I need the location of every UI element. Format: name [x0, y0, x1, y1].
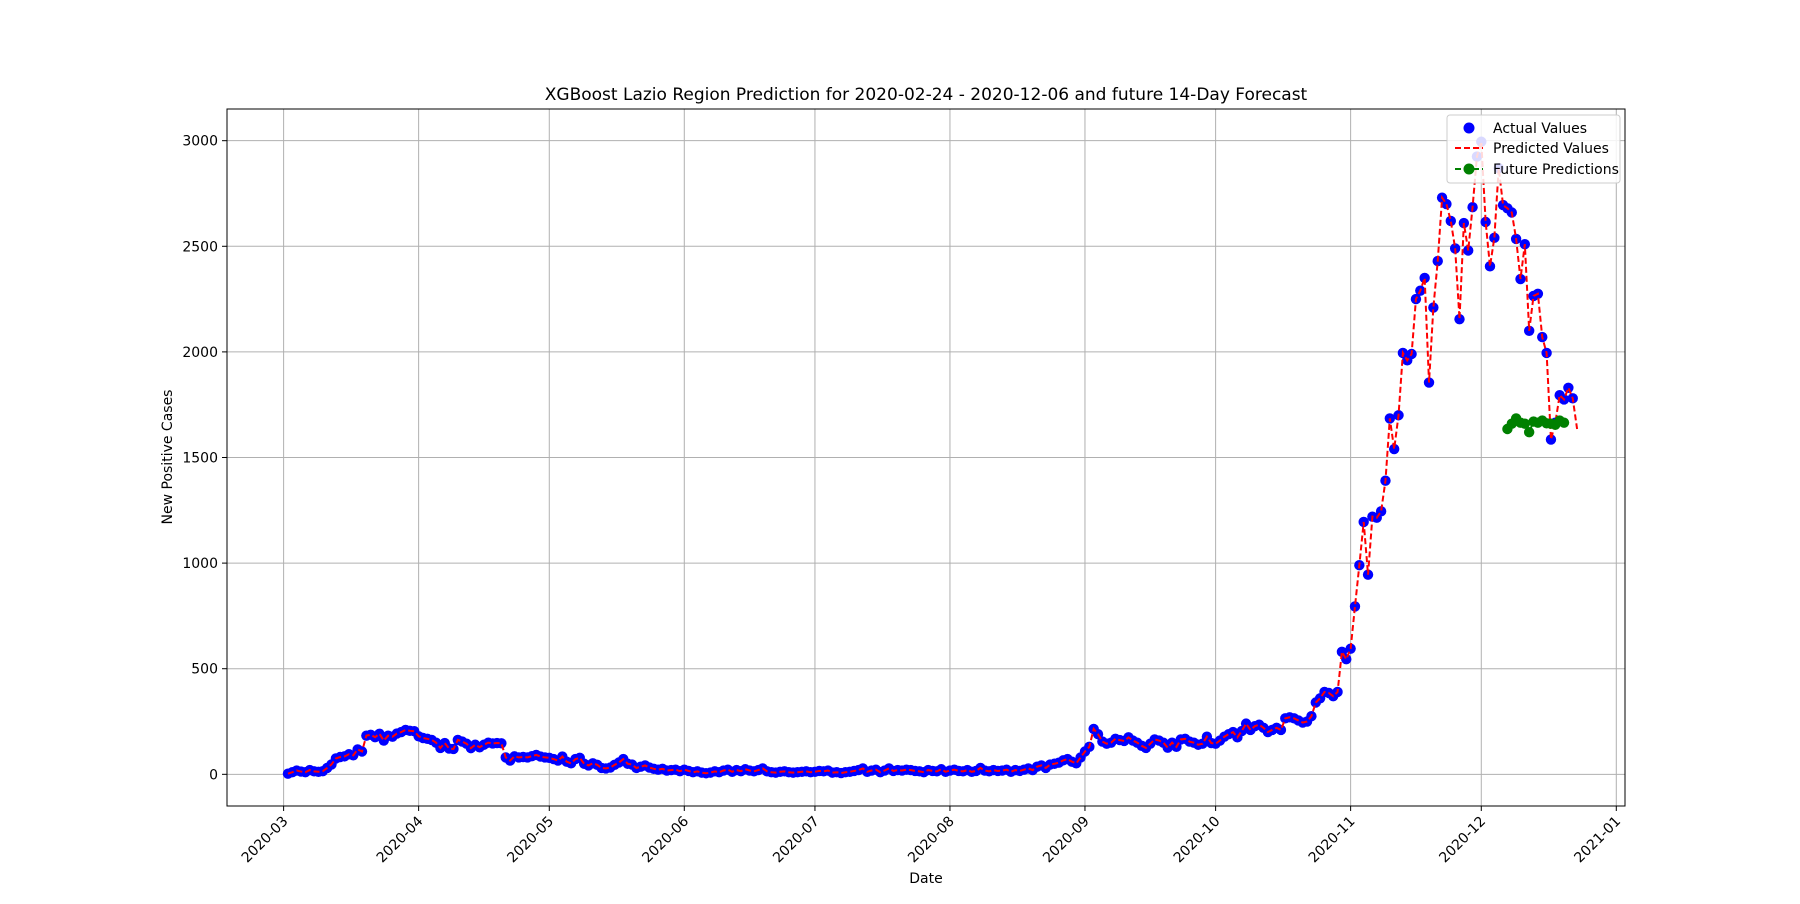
actual-point	[1545, 434, 1557, 445]
legend-actual-label: Actual Values	[1493, 121, 1587, 137]
y-axis-label: New Positive Cases	[160, 390, 176, 525]
actual-point	[1275, 724, 1287, 736]
x-tick-label: 2020-12	[1436, 814, 1489, 867]
x-tick-label: 2020-09	[1040, 814, 1093, 867]
actual-point	[1341, 654, 1352, 665]
actual-point	[1388, 443, 1400, 455]
actual-point	[1349, 601, 1361, 612]
chart-title: XGBoost Lazio Region Prediction for 2020…	[545, 85, 1308, 105]
y-tick-label: 1000	[182, 556, 218, 572]
actual-point	[1445, 215, 1456, 227]
x-axis-label: Date	[909, 871, 942, 887]
y-tick-label: 1500	[182, 451, 218, 467]
grid	[227, 109, 1625, 806]
x-tick-label: 2020-08	[905, 814, 958, 867]
y-tick-label: 2500	[182, 239, 218, 255]
x-tick-label: 2020-03	[239, 814, 292, 867]
x-tick-label: 2021-01	[1571, 814, 1624, 867]
axes: 2020-03 2020-04 2020-05 2020-06 2020-07 2020-…	[182, 134, 1624, 867]
x-tick-label: 2020-07	[770, 814, 823, 867]
x-tick-label: 2020-10	[1171, 814, 1224, 867]
x-tick-label: 2020-11	[1306, 814, 1359, 867]
series-layer	[282, 136, 1579, 779]
actual-point	[1454, 313, 1465, 325]
x-tick-label: 2020-04	[374, 813, 427, 866]
future-point	[1523, 426, 1535, 438]
legend-future-marker	[1463, 163, 1475, 175]
actual-point	[1428, 302, 1439, 313]
legend-box	[1446, 114, 1621, 184]
x-tick-label: 2020-05	[504, 814, 557, 867]
future-point	[1558, 417, 1570, 428]
actual-point	[1563, 382, 1574, 393]
y-tick-label: 500	[191, 662, 218, 678]
actual-point	[1484, 261, 1496, 272]
x-tick-label: 2020-06	[639, 813, 692, 866]
actual-point	[1419, 272, 1430, 284]
predicted-line	[287, 141, 1579, 775]
future-point	[1519, 418, 1531, 429]
y-tick-label: 0	[209, 767, 218, 783]
y-tick-label: 2000	[182, 345, 218, 361]
actual-point	[1480, 216, 1491, 228]
legend-actual-marker	[1463, 122, 1475, 134]
y-tick-label: 3000	[182, 134, 218, 150]
legend: Actual Values Predicted Values Future Pr…	[1446, 114, 1621, 184]
legend-predicted-label: Predicted Values	[1493, 141, 1609, 157]
actual-point	[496, 738, 507, 749]
actual-point	[1489, 232, 1500, 244]
legend-future-label: Future Predictions	[1493, 162, 1619, 178]
